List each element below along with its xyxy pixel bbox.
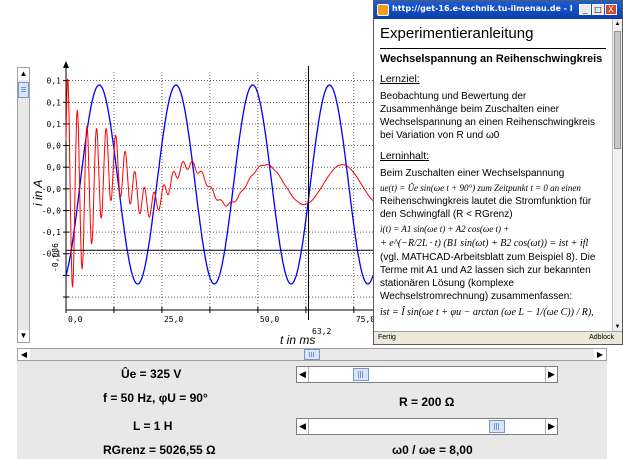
stationary-equation: ist = Î sin(ωe t + φu − arctan (ωe L − 1… xyxy=(380,307,606,318)
y-tick-label: -0,0 xyxy=(42,206,61,215)
y-tick-label: 0,1 xyxy=(47,77,62,86)
slider-right-arrow-icon[interactable]: ▶ xyxy=(545,367,557,382)
content-section-heading: Lerninhalt: xyxy=(380,150,606,162)
y-axis-arrow-icon xyxy=(63,61,69,68)
current-plot: 0,10,10,10,00,0-0,0-0,0-0,1-0,1 0,0 25,0 5… xyxy=(0,0,373,350)
y-tick-labels: 0,10,10,10,00,0-0,0-0,0-0,1-0,1 xyxy=(42,77,61,259)
goal-text: Beobachtung und Bewertung der Zusammenhä… xyxy=(380,90,606,142)
x-tick-labels: 0,0 25,0 50,0 75,0 xyxy=(68,315,373,324)
cursor-x-label: 63,2 xyxy=(312,327,331,336)
x-tick-label: 50,0 xyxy=(260,315,279,324)
goal-section-heading: Lernziel: xyxy=(380,73,606,85)
resistance-label: R = 200 Ω xyxy=(399,395,454,409)
control-panel: Ûe = 325 V ◀ ▶ f = 50 Hz, φU = 90° R = 2… xyxy=(17,361,607,459)
close-button[interactable]: X xyxy=(605,4,617,15)
content-text-1: Beim Zuschalten einer Wechselspannung xyxy=(380,167,606,180)
horizontal-scrollbar[interactable]: ◀ ▶ xyxy=(17,348,607,361)
browser-statusbar: Fertig Adblock xyxy=(374,331,622,344)
y-tick-label: 0,1 xyxy=(47,98,62,107)
status-text: Fertig xyxy=(378,334,396,341)
popup-scrollbar[interactable]: ▲ ▼ xyxy=(612,19,622,332)
slider-right-arrow-icon[interactable]: ▶ xyxy=(545,419,557,434)
content-text-3: (vgl. MATHCAD-Arbeitsblatt zum Beispiel … xyxy=(380,251,606,303)
y-tick-label: -0,1 xyxy=(42,228,61,237)
slider-left-arrow-icon[interactable]: ◀ xyxy=(297,367,309,382)
scroll-thumb[interactable] xyxy=(304,349,320,360)
voltage-equation: ue(t) = Ûe sin(ωe t + 90°) zum Zeitpunkt… xyxy=(380,183,606,193)
slider-thumb[interactable] xyxy=(489,420,505,433)
status-zone: Adblock xyxy=(589,334,614,341)
browser-favicon-icon xyxy=(377,4,389,16)
scroll-up-arrow-icon[interactable]: ▲ xyxy=(613,19,622,29)
y-tick-label: 0,1 xyxy=(47,120,62,129)
inductance-label: L = 1 H xyxy=(133,419,172,433)
maximize-button[interactable]: □ xyxy=(592,4,604,15)
resistance-slider[interactable]: ◀ ▶ xyxy=(296,418,558,435)
experiment-subtitle: Wechselspannung an Reihenschwingkreis xyxy=(380,53,606,65)
slider-left-arrow-icon[interactable]: ◀ xyxy=(297,419,309,434)
omega-ratio-label: ω0 / ωe = 8,00 xyxy=(392,443,473,457)
content-text-2: Reihenschwingkreis lautet die Stromfunkt… xyxy=(380,195,606,221)
y-tick-label: 0,0 xyxy=(47,142,62,151)
cursor-y-label: -0,086 xyxy=(51,243,60,272)
current-equation-2: + e^(−R/2L · t) (B1 sin(ωt) + B2 cos(ωt)… xyxy=(380,238,606,249)
popup-titlebar[interactable]: http://get-16.e-technik.tu-ilmenau.de - … xyxy=(374,1,622,19)
scroll-thumb[interactable] xyxy=(614,31,621,149)
popup-title: http://get-16.e-technik.tu-ilmenau.de - … xyxy=(392,4,572,13)
slider-thumb[interactable] xyxy=(353,368,369,381)
browser-popup-window: http://get-16.e-technik.tu-ilmenau.de - … xyxy=(373,0,623,345)
experiment-heading: Experimentieranleitung xyxy=(380,25,606,45)
popup-content: Experimentieranleitung Wechselspannung a… xyxy=(374,19,612,332)
amplitude-label: Ûe = 325 V xyxy=(121,367,181,381)
heading-divider xyxy=(380,48,606,49)
rgrenz-label: RGrenz = 5026,55 Ω xyxy=(103,443,216,457)
current-equation-1: i(t) = A1 sin(ωe t) + A2 cos(ωe t) + xyxy=(380,224,606,234)
y-tick-label: 0,0 xyxy=(47,163,62,172)
y-axis-label: i in A xyxy=(31,180,45,206)
total-current-line xyxy=(66,79,373,286)
minimize-button[interactable]: _ xyxy=(579,4,591,15)
x-tick-label: 75,0 xyxy=(356,315,373,324)
scroll-left-arrow-icon[interactable]: ◀ xyxy=(18,349,30,360)
frequency-label: f = 50 Hz, φU = 90° xyxy=(103,391,208,405)
x-axis-label: t in ms xyxy=(280,333,315,347)
amplitude-slider[interactable]: ◀ ▶ xyxy=(296,366,558,383)
x-tick-label: 25,0 xyxy=(164,315,183,324)
scroll-right-arrow-icon[interactable]: ▶ xyxy=(594,349,606,360)
x-tick-label: 0,0 xyxy=(68,315,83,324)
